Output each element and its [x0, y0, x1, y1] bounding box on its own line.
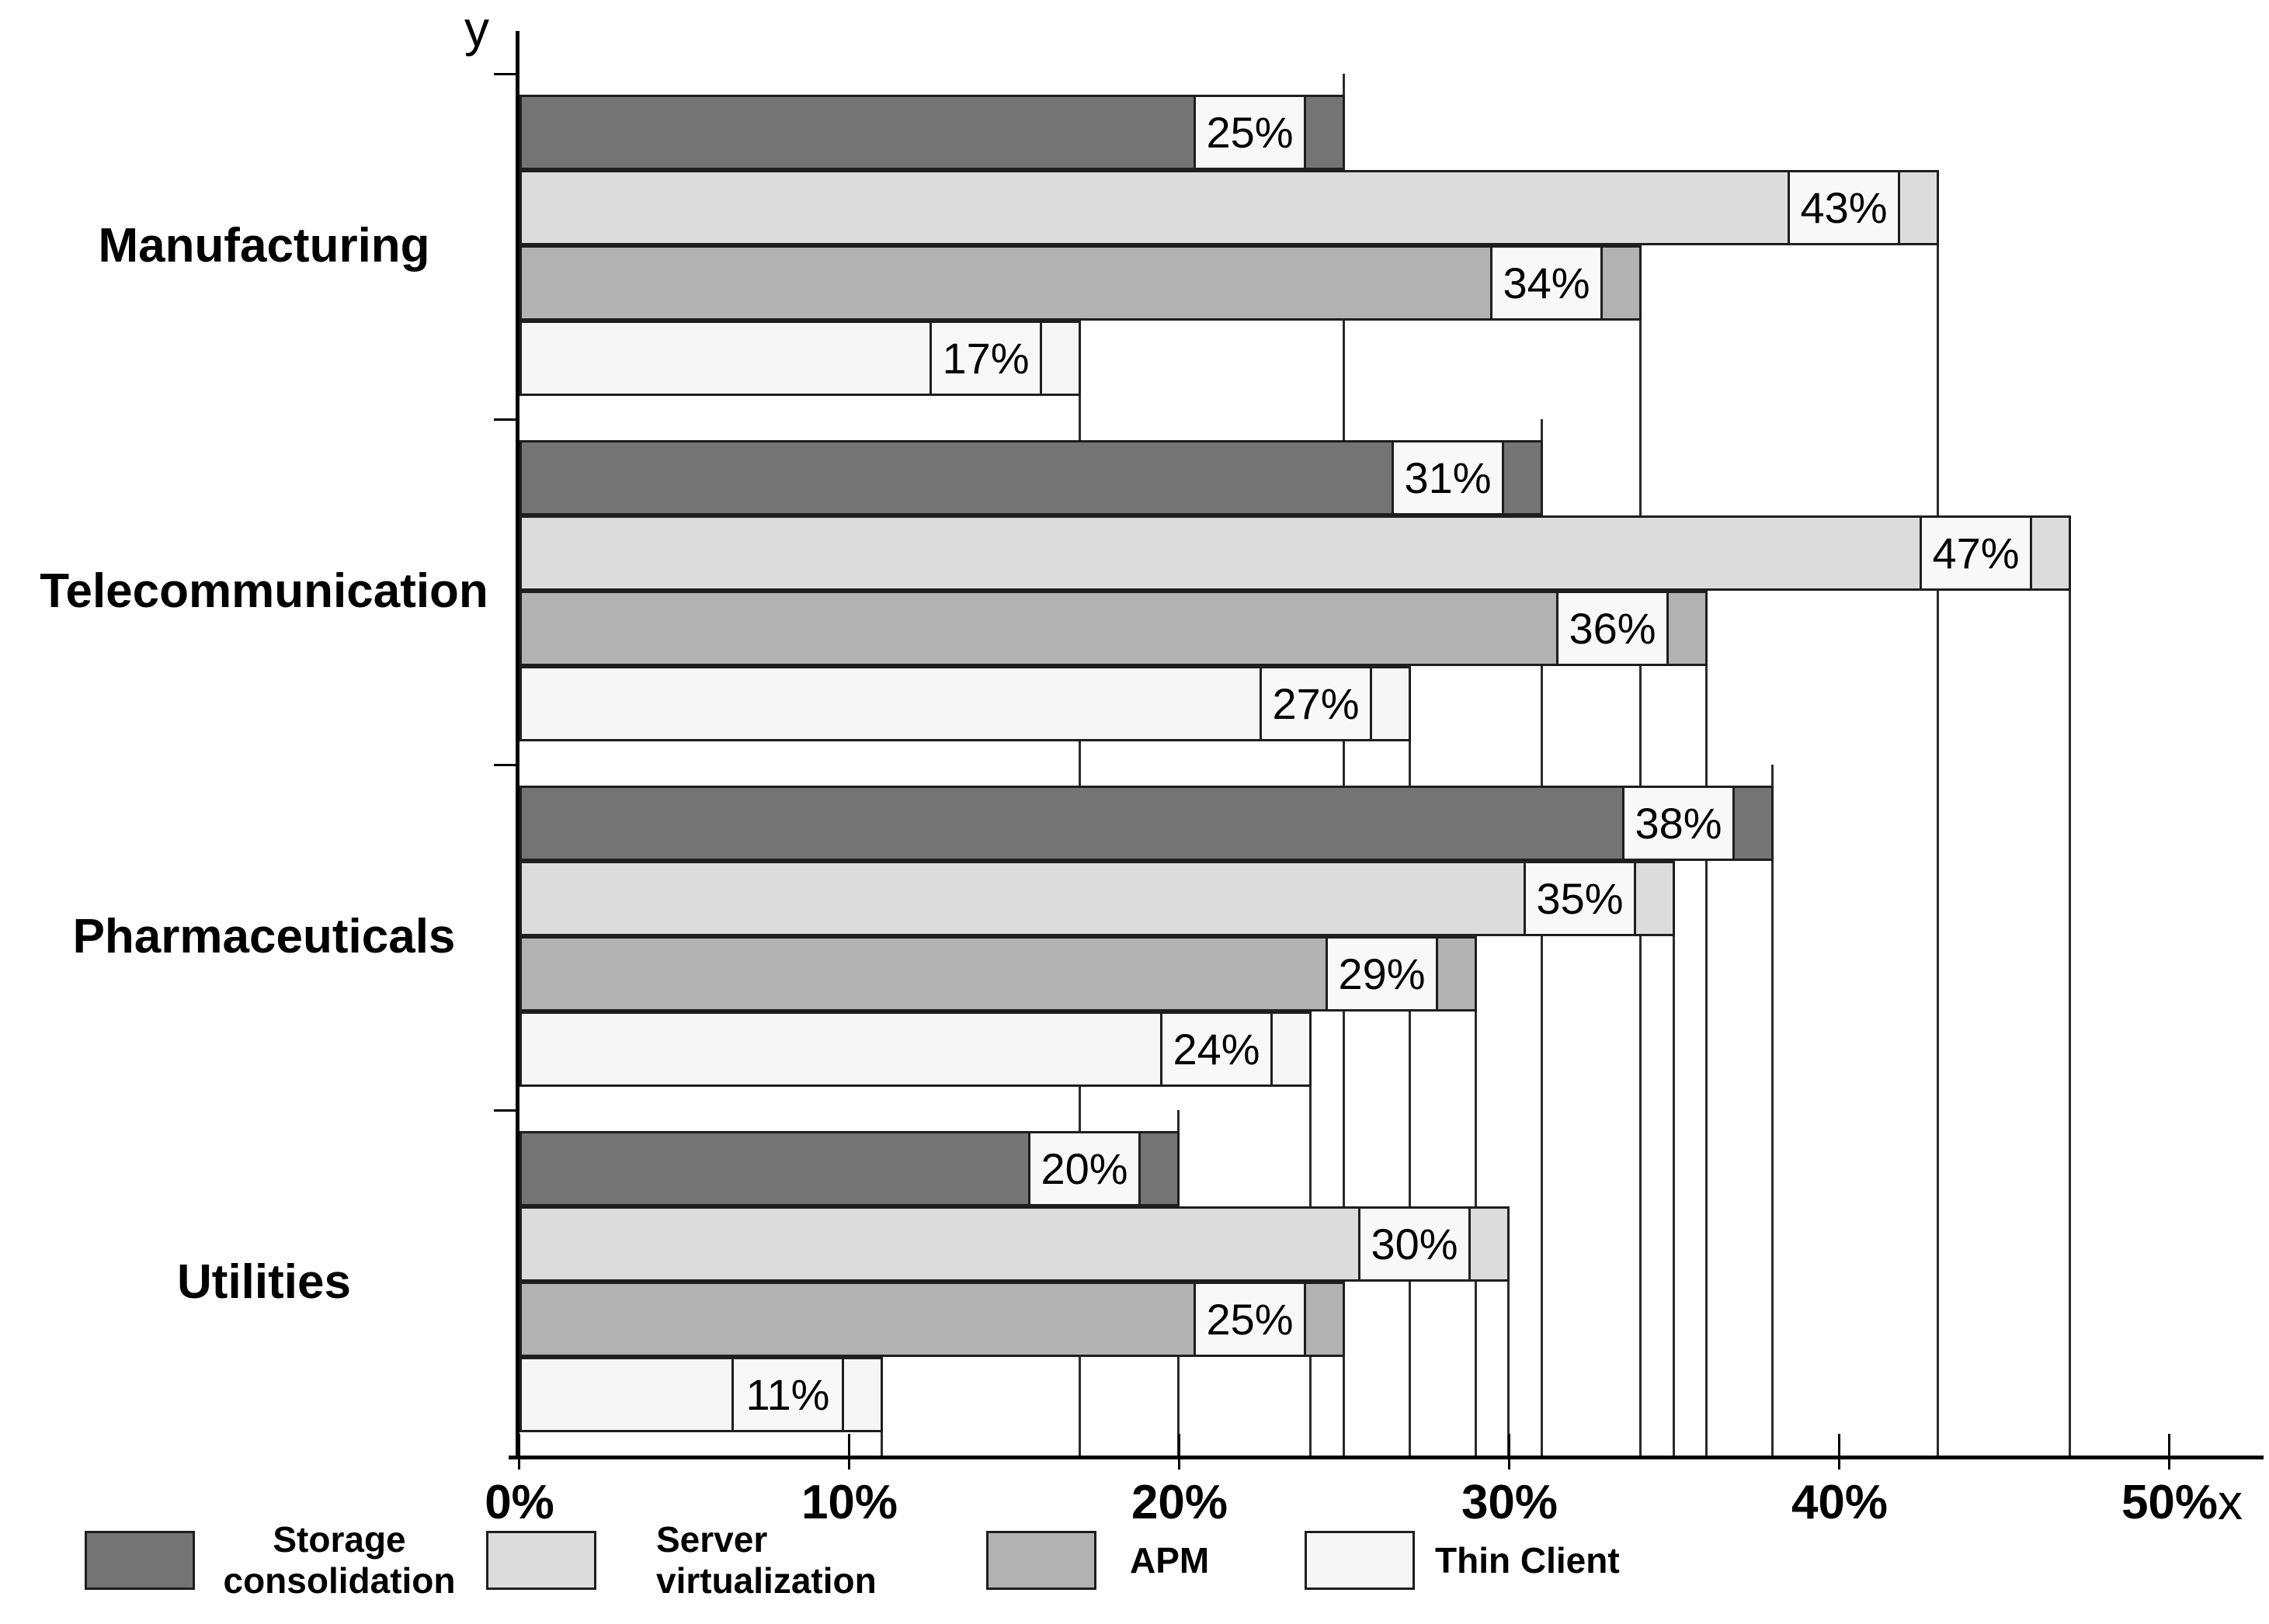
x-tick-label: 0% — [485, 1476, 554, 1529]
x-axis — [509, 1456, 2264, 1459]
bar-value-label: 36% — [1556, 591, 1669, 666]
bar-value-label: 25% — [1194, 95, 1306, 170]
value-dropline — [1475, 936, 1477, 1456]
x-tick-label: 50% — [2121, 1476, 2219, 1529]
value-dropline — [1507, 1206, 1510, 1456]
bar-server-virtualization — [519, 170, 1939, 245]
category-label: Telecommunication — [40, 564, 488, 618]
value-dropline — [1705, 591, 1708, 1456]
x-axis-tick — [1508, 1434, 1510, 1470]
y-axis-group-tick — [494, 73, 519, 75]
legend-label: Server virtualization — [656, 1519, 877, 1601]
bar-value-label: 43% — [1788, 170, 1900, 245]
bar-value-label: 20% — [1028, 1131, 1141, 1206]
y-axis-group-tick — [494, 1109, 519, 1112]
bar-apm — [519, 245, 1642, 321]
x-axis-letter: x — [2218, 1474, 2243, 1530]
bar-value-label: 38% — [1622, 786, 1735, 861]
bar-server-virtualization — [519, 515, 2071, 591]
legend-swatch-server-virtualization — [486, 1531, 596, 1590]
bar-value-label: 11% — [731, 1357, 844, 1432]
category-label: Utilities — [177, 1254, 351, 1309]
x-axis-tick — [2168, 1434, 2170, 1470]
bar-value-label: 29% — [1326, 936, 1438, 1012]
legend-label: Thin Client — [1435, 1539, 1620, 1581]
x-tick-label: 10% — [801, 1476, 898, 1529]
bar-storage-consolidation — [519, 786, 1774, 861]
legend-label: Storage consolidation — [223, 1519, 456, 1601]
bar-apm — [519, 591, 1708, 666]
bar-value-label: 35% — [1524, 861, 1636, 936]
x-axis-tick — [1838, 1434, 1840, 1470]
bar-value-label: 27% — [1260, 666, 1372, 741]
category-label: Pharmaceuticals — [72, 909, 456, 963]
bar-storage-consolidation — [519, 440, 1543, 515]
y-axis-group-tick — [494, 764, 519, 766]
legend-swatch-storage-consolidation — [85, 1531, 195, 1590]
value-dropline — [1343, 1282, 1345, 1456]
bar-server-virtualization — [519, 1206, 1510, 1282]
bar-value-label: 34% — [1490, 245, 1603, 321]
value-dropline — [1343, 74, 1345, 1456]
bar-value-label: 17% — [929, 321, 1042, 396]
legend-swatch-apm — [986, 1531, 1096, 1590]
value-dropline — [1673, 861, 1675, 1456]
legend-label: APM — [1130, 1539, 1210, 1581]
x-tick-label: 30% — [1461, 1476, 1558, 1529]
x-tick-label: 20% — [1131, 1476, 1228, 1529]
bar-value-label: 25% — [1194, 1282, 1306, 1357]
bar-value-label: 24% — [1160, 1012, 1273, 1087]
x-tick-label: 40% — [1791, 1476, 1889, 1529]
y-axis — [516, 31, 519, 1459]
bar-apm — [519, 936, 1477, 1012]
bar-value-label: 30% — [1358, 1206, 1471, 1282]
category-label: Manufacturing — [98, 218, 430, 272]
x-axis-tick — [1178, 1434, 1180, 1470]
bar-server-virtualization — [519, 861, 1675, 936]
bar-value-label: 31% — [1392, 440, 1504, 515]
value-dropline — [1771, 765, 1774, 1456]
value-dropline — [1937, 170, 1939, 1456]
y-axis-letter: y — [464, 1, 489, 57]
value-dropline — [1541, 419, 1543, 1456]
legend-swatch-thin-client — [1305, 1531, 1415, 1590]
value-dropline — [1409, 666, 1411, 1456]
bar-value-label: 47% — [1920, 515, 2032, 591]
y-axis-group-tick — [494, 418, 519, 421]
x-axis-tick — [848, 1434, 850, 1470]
value-dropline — [2069, 515, 2071, 1456]
